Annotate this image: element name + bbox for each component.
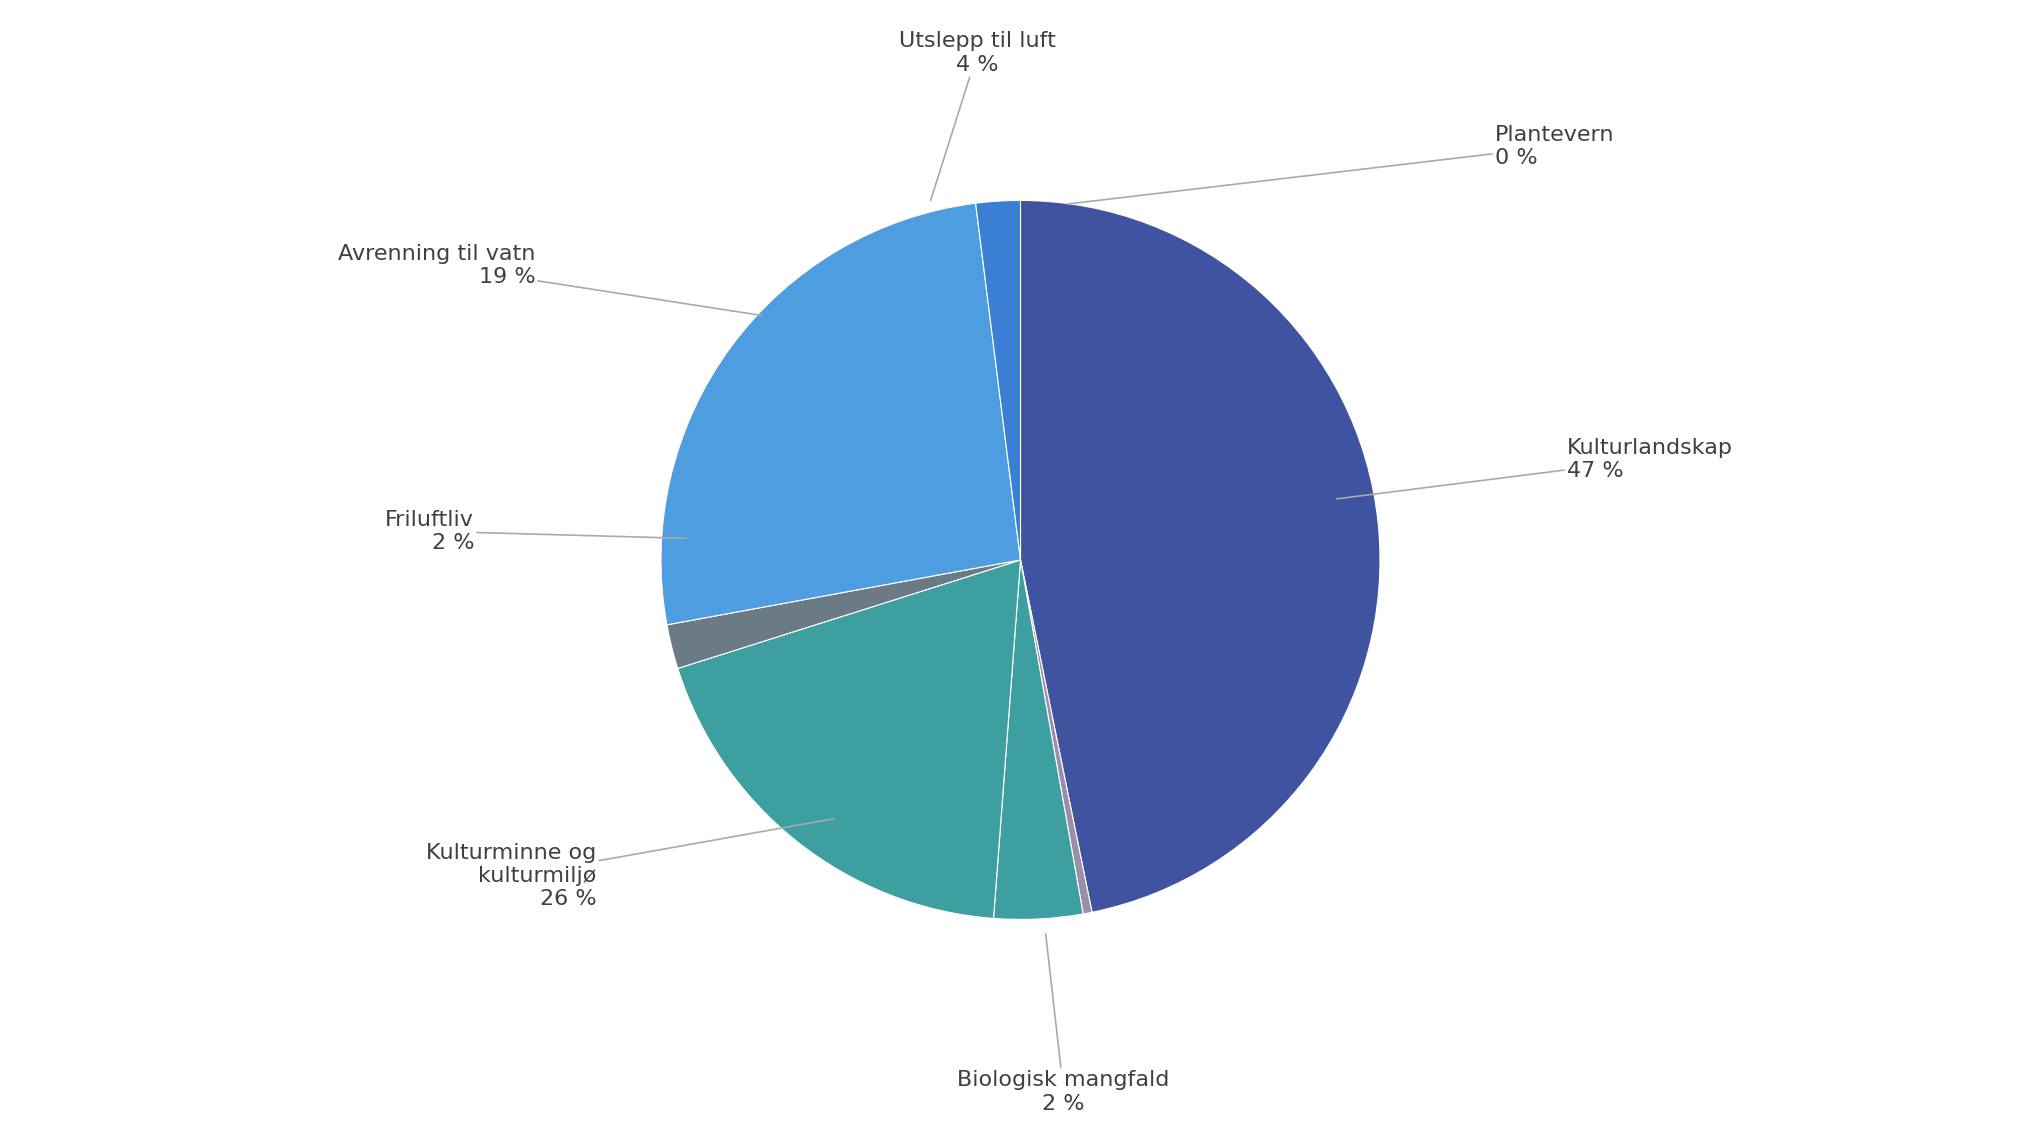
Wedge shape <box>1020 201 1380 913</box>
Text: Kulturlandskap
47 %: Kulturlandskap 47 % <box>1337 437 1733 499</box>
Text: Plantevern
0 %: Plantevern 0 % <box>1067 125 1614 204</box>
Text: Friluftliv
2 %: Friluftliv 2 % <box>386 510 686 553</box>
Text: Utslepp til luft
4 %: Utslepp til luft 4 % <box>898 31 1055 201</box>
Wedge shape <box>994 560 1084 920</box>
Wedge shape <box>678 560 1020 918</box>
Text: Avrenning til vatn
19 %: Avrenning til vatn 19 % <box>339 243 761 316</box>
Wedge shape <box>661 203 1020 625</box>
Wedge shape <box>1020 560 1092 914</box>
Text: Kulturminne og
kulturmiljø
26 %: Kulturminne og kulturmiljø 26 % <box>427 819 833 909</box>
Wedge shape <box>976 201 1020 560</box>
Text: Biologisk mangfald
2 %: Biologisk mangfald 2 % <box>957 933 1169 1114</box>
Wedge shape <box>667 560 1020 668</box>
